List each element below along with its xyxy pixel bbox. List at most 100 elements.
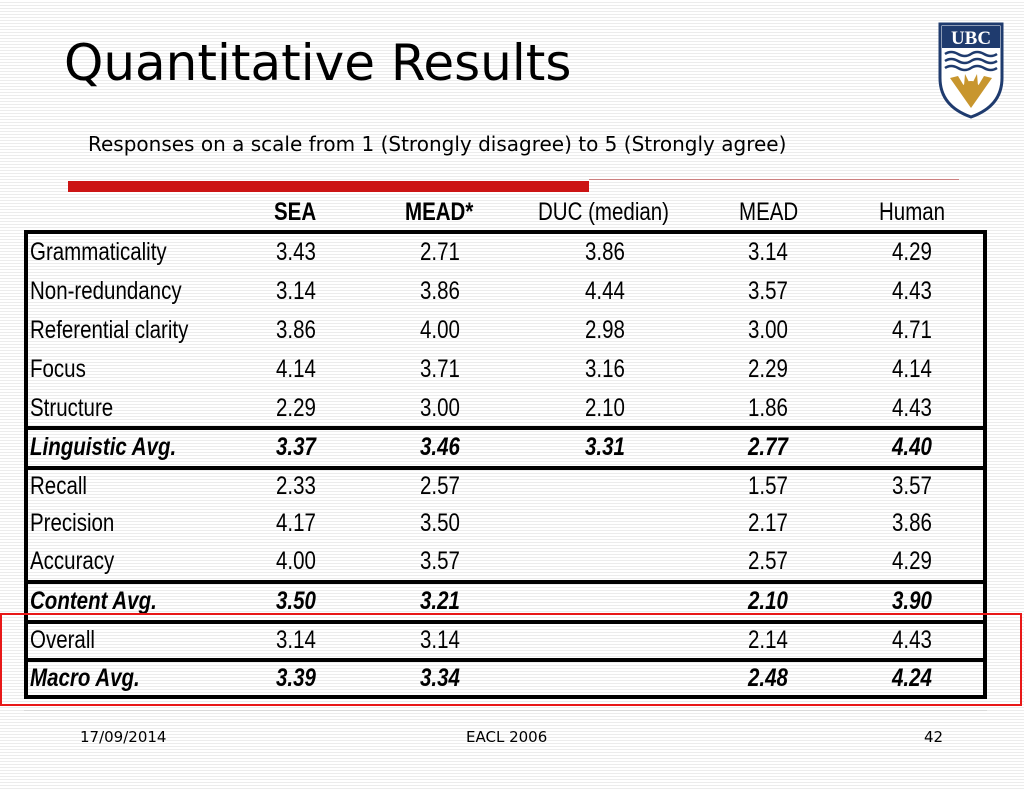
cell-mead-star: 3.34: [420, 664, 460, 692]
column-header-duc-median: DUC (median): [538, 198, 670, 226]
slide-subtitle: Responses on a scale from 1 (Strongly di…: [88, 132, 787, 156]
cell-human: 3.90: [892, 587, 932, 615]
cell-duc-median: 2.10: [585, 394, 625, 422]
cell-mead-star: 3.57: [420, 547, 460, 575]
row-label: Overall: [30, 626, 95, 654]
cell-mead-star: 3.71: [420, 355, 460, 383]
title-divider-thin: [589, 179, 959, 180]
ubc-logo: UBC: [938, 22, 1004, 119]
cell-human: 4.43: [892, 626, 932, 654]
cell-sea: 3.37: [276, 433, 316, 461]
cell-mead-star: 2.57: [420, 472, 460, 500]
cell-sea: 3.14: [276, 277, 316, 305]
cell-human: 3.86: [892, 509, 932, 537]
table-row-average: Linguistic Avg. 3.37 3.46 3.31 2.77 4.40: [28, 431, 983, 469]
table-row: Referential clarity 3.86 4.00 2.98 3.00 …: [28, 314, 983, 352]
cell-mead: 3.14: [748, 238, 788, 266]
row-label: Grammaticality: [30, 238, 167, 266]
row-divider: [28, 426, 983, 430]
cell-duc-median: 3.16: [585, 355, 625, 383]
cell-mead: 2.29: [748, 355, 788, 383]
cell-human: 4.43: [892, 394, 932, 422]
table-row: Non-redundancy 3.14 3.86 4.44 3.57 4.43: [28, 275, 983, 313]
row-label: Macro Avg.: [30, 664, 140, 692]
slide-title: Quantitative Results: [64, 34, 572, 92]
cell-sea: 4.17: [276, 509, 316, 537]
row-label: Non-redundancy: [30, 277, 182, 305]
cell-mead: 2.48: [748, 664, 788, 692]
row-label: Structure: [30, 394, 114, 422]
row-divider: [28, 580, 983, 584]
cell-mead-star: 4.00: [420, 316, 460, 344]
row-label: Precision: [30, 509, 115, 537]
table-row-average: Content Avg. 3.50 3.21 2.10 3.90: [28, 585, 983, 623]
footer-divider: [24, 710, 987, 711]
cell-human: 4.40: [892, 433, 932, 461]
column-header-sea: SEA: [274, 198, 317, 226]
cell-mead: 2.10: [748, 587, 788, 615]
cell-human: 4.24: [892, 664, 932, 692]
cell-sea: 3.86: [276, 316, 316, 344]
row-divider: [28, 620, 983, 624]
cell-sea: 2.29: [276, 394, 316, 422]
cell-sea: 3.14: [276, 626, 316, 654]
cell-sea: 3.50: [276, 587, 316, 615]
cell-human: 3.57: [892, 472, 932, 500]
cell-sea: 4.14: [276, 355, 316, 383]
cell-mead-star: 3.14: [420, 626, 460, 654]
cell-mead: 1.57: [748, 472, 788, 500]
cell-mead: 3.00: [748, 316, 788, 344]
cell-human: 4.43: [892, 277, 932, 305]
footer-venue: EACL 2006: [466, 728, 548, 746]
logo-text: UBC: [951, 28, 991, 49]
footer-date: 17/09/2014: [80, 728, 167, 746]
row-divider: [28, 658, 983, 662]
row-label: Accuracy: [30, 547, 115, 575]
row-label: Focus: [30, 355, 86, 383]
highlight-box: [0, 613, 1022, 706]
cell-mead-star: 3.21: [420, 587, 460, 615]
cell-duc-median: 2.98: [585, 316, 625, 344]
cell-sea: 4.00: [276, 547, 316, 575]
column-header-mead: MEAD: [739, 198, 799, 226]
cell-duc-median: 4.44: [585, 277, 625, 305]
row-label: Content Avg.: [30, 587, 157, 615]
cell-mead: 2.14: [748, 626, 788, 654]
row-label: Linguistic Avg.: [30, 433, 177, 461]
cell-mead: 1.86: [748, 394, 788, 422]
footer-page-number: 42: [924, 728, 944, 746]
cell-duc-median: 3.86: [585, 238, 625, 266]
table-row: Grammaticality 3.43 2.71 3.86 3.14 4.29: [28, 236, 983, 274]
cell-mead: 2.77: [748, 433, 788, 461]
cell-mead: 3.57: [748, 277, 788, 305]
cell-mead-star: 2.71: [420, 238, 460, 266]
cell-sea: 3.39: [276, 664, 316, 692]
cell-mead-star: 3.46: [420, 433, 460, 461]
table-row: Accuracy 4.00 3.57 2.57 4.29: [28, 545, 983, 583]
table-row: Recall 2.33 2.57 1.57 3.57: [28, 470, 983, 508]
row-label: Referential clarity: [30, 316, 189, 344]
cell-mead-star: 3.50: [420, 509, 460, 537]
cell-sea: 3.43: [276, 238, 316, 266]
table-row: Structure 2.29 3.00 2.10 1.86 4.43: [28, 392, 983, 430]
table-row: Precision 4.17 3.50 2.17 3.86: [28, 507, 983, 545]
cell-duc-median: 3.31: [585, 433, 625, 461]
row-divider: [28, 466, 983, 470]
title-divider-red: [68, 181, 589, 192]
cell-sea: 2.33: [276, 472, 316, 500]
cell-human: 4.29: [892, 238, 932, 266]
column-header-human: Human: [879, 198, 946, 226]
cell-mead-star: 3.86: [420, 277, 460, 305]
cell-human: 4.14: [892, 355, 932, 383]
table-row: Overall 3.14 3.14 2.14 4.43: [28, 624, 983, 662]
cell-mead-star: 3.00: [420, 394, 460, 422]
cell-human: 4.29: [892, 547, 932, 575]
results-table: Grammaticality 3.43 2.71 3.86 3.14 4.29 …: [24, 230, 987, 699]
table-header: SEA MEAD* DUC (median) MEAD Human: [24, 196, 994, 232]
cell-human: 4.71: [892, 316, 932, 344]
cell-mead: 2.17: [748, 509, 788, 537]
table-row: Focus 4.14 3.71 3.16 2.29 4.14: [28, 353, 983, 391]
row-label: Recall: [30, 472, 87, 500]
cell-mead: 2.57: [748, 547, 788, 575]
column-header-mead-star: MEAD*: [405, 198, 474, 226]
